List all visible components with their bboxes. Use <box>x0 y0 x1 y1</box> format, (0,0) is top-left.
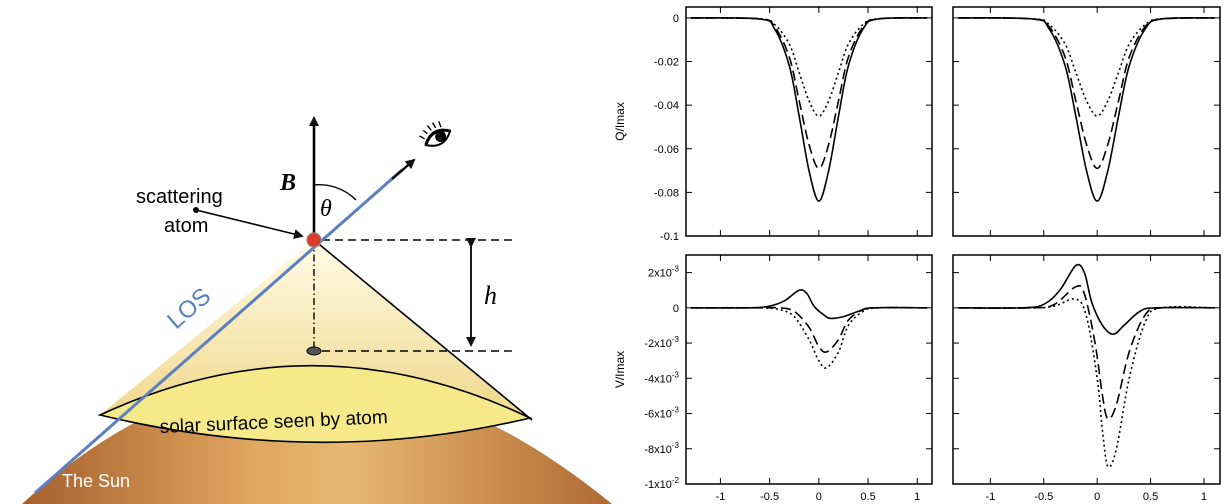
series-line-dashed <box>958 284 1215 420</box>
theta-label: θ <box>320 196 332 222</box>
y-axis-label: Q/Imax <box>613 102 627 141</box>
x-tick-label: -0.5 <box>1034 491 1053 503</box>
x-tick-label: 1 <box>914 491 920 503</box>
y-tick-label: -0.04 <box>654 100 679 112</box>
y-tick-label: -8x10-3 <box>644 441 679 456</box>
series-line-dashed <box>690 306 928 353</box>
y-tick-label: -0.08 <box>654 187 679 199</box>
atom-pointer <box>195 209 304 239</box>
plot-frame <box>952 6 1221 237</box>
y-axis-label: V/Imax <box>613 351 627 388</box>
v-panel-right: -1 -0.5 0 0.5 1 <box>952 254 1221 503</box>
y-tick-label: -0.02 <box>654 57 679 69</box>
q-panel-left: 0 -0.02 -0.04 -0.06 -0.08 -0.1 Q/Imax <box>613 6 933 243</box>
x-tick-label: 0.5 <box>1143 491 1158 503</box>
x-tick-label: 1 <box>1201 491 1207 503</box>
scattering-diagram: B θ scattering atom LOS h solar surface … <box>22 116 612 504</box>
plot-frame <box>685 254 933 485</box>
los-line <box>34 168 403 495</box>
x-tick-label: -1 <box>985 491 995 503</box>
y-tick-label: -6x10-3 <box>644 406 679 421</box>
height-label: h <box>484 281 497 310</box>
y-tick-label: -1x10-2 <box>644 476 679 491</box>
series-line-dotted <box>690 306 928 369</box>
theta-arc <box>313 184 357 201</box>
series-line-dotted <box>690 17 928 117</box>
stokes-panels: 0-0.02-0.04-0.06-0.08-0.1Q/Imax 2x10-30-… <box>613 6 1221 503</box>
plot-frame <box>952 254 1221 485</box>
x-tick-label: 0 <box>816 491 822 503</box>
y-tick-label: -0.1 <box>660 231 679 243</box>
series-line-dotted <box>958 17 1215 117</box>
footpoint-marker <box>306 346 322 356</box>
x-tick-label: -1 <box>716 491 726 503</box>
los-arrow <box>391 158 416 180</box>
series-line-dotted <box>958 297 1215 468</box>
scattering-label: scattering <box>136 186 223 208</box>
x-tick-label: -0.5 <box>760 491 779 503</box>
cone-edge-right <box>313 239 533 421</box>
plot-frame <box>685 6 933 237</box>
series-line-solid <box>690 17 928 202</box>
light-cone <box>100 240 530 418</box>
series-line-dashed <box>690 17 928 170</box>
series-line-solid <box>958 17 1215 202</box>
q-panel-right <box>952 6 1221 237</box>
y-tick-label: -0.06 <box>654 144 679 156</box>
series-line-dashed <box>958 17 1215 170</box>
x-tick-label: 0.5 <box>860 491 875 503</box>
pointer-origin-dot <box>193 207 199 213</box>
atom-label: atom <box>164 215 208 237</box>
b-field-label: B <box>279 170 296 196</box>
y-tick-label: -2x10-3 <box>644 335 679 350</box>
y-tick-label: 0 <box>673 13 679 25</box>
eye-icon <box>419 121 452 147</box>
y-tick-label: 0 <box>673 303 679 315</box>
sun-label: The Sun <box>62 471 130 491</box>
series-line-solid <box>690 289 928 320</box>
y-tick-label: -4x10-3 <box>644 370 679 385</box>
v-panel-left: 2x10-3 0 -2x10-3 -4x10-3 -6x10-3 -8x10-3 -1x10… <box>613 254 933 503</box>
series-line-solid <box>958 263 1215 336</box>
y-tick-label: 2x10-3 <box>648 265 680 280</box>
x-tick-label: 0 <box>1094 491 1100 503</box>
scattering-atom-dot <box>306 232 322 248</box>
